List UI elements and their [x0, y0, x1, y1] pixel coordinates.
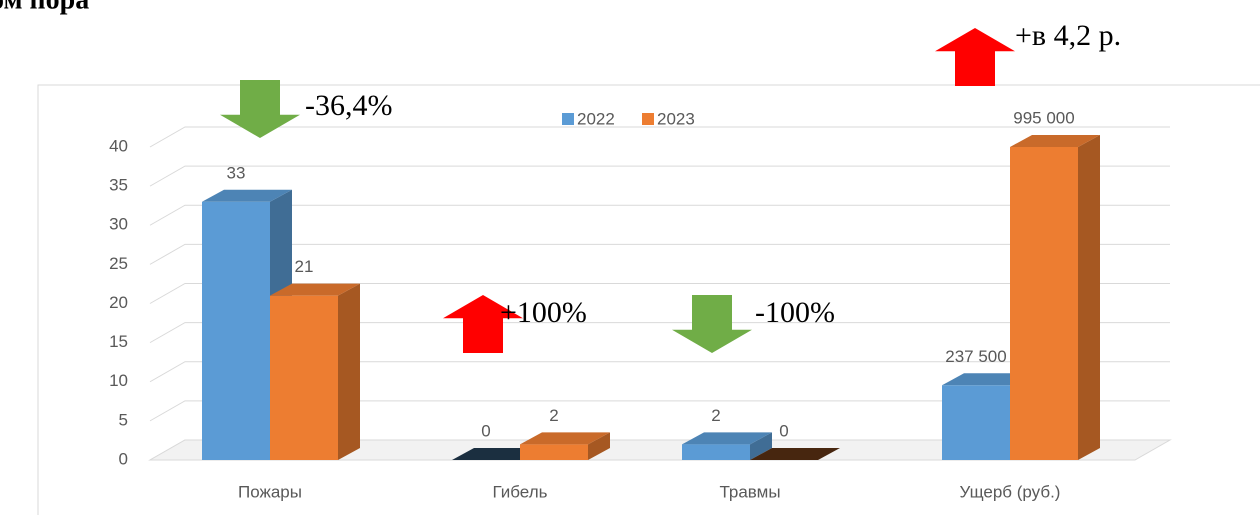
x-tick-label: Ущерб (руб.): [960, 482, 1061, 501]
grid-line: [149, 126, 1170, 148]
bar: [270, 283, 360, 460]
arrow: [443, 295, 523, 353]
arrow: [935, 28, 1015, 86]
grid-line: [149, 243, 1170, 265]
x-tick-label: Пожары: [238, 482, 302, 501]
data-label: 21: [295, 257, 314, 276]
arrow: [672, 295, 752, 353]
y-tick-label: 10: [109, 371, 128, 390]
bar-side: [338, 283, 360, 460]
data-label: 2: [549, 406, 558, 425]
data-label: 0: [481, 421, 490, 440]
bar-front: [1010, 147, 1078, 460]
annotation: +в 4,2 р.: [1015, 19, 1121, 52]
y-tick-label: 35: [109, 176, 128, 195]
grid-line: [149, 204, 1170, 226]
grid-line: [149, 165, 1170, 187]
y-tick-label: 40: [109, 136, 128, 155]
y-tick-label: 0: [119, 449, 128, 468]
arrow: [220, 80, 300, 138]
legend-swatch: [562, 113, 574, 125]
bar-top: [682, 432, 772, 445]
data-label: 237 500: [945, 347, 1006, 366]
y-tick-label: 15: [109, 332, 128, 351]
annotation: +100%: [500, 296, 587, 329]
x-tick-label: Гибель: [493, 482, 548, 501]
bar-side: [1078, 135, 1100, 460]
y-tick-label: 5: [119, 410, 128, 429]
bar-top: [452, 448, 542, 460]
bar-side: [750, 432, 772, 460]
data-label: 33: [227, 163, 246, 182]
bar-top: [202, 189, 292, 202]
heading: ом пора: [0, 0, 89, 15]
bar-top: [520, 432, 610, 445]
legend-label: 2023: [657, 109, 695, 128]
legend-label: 2022: [577, 109, 615, 128]
bar: [520, 432, 610, 460]
bar-top: [942, 373, 1032, 386]
data-label: 995 000: [1013, 108, 1074, 127]
annotation: -36,4%: [305, 89, 392, 122]
bar-front: [682, 444, 750, 460]
data-label: 2: [711, 406, 720, 425]
bar-front: [942, 385, 1010, 460]
x-tick-label: Травмы: [719, 482, 780, 501]
bar: [1010, 135, 1100, 460]
data-label: 0: [779, 421, 788, 440]
bar: [452, 448, 542, 460]
bar-top: [750, 448, 840, 460]
annotation: -100%: [755, 296, 835, 329]
bar-front: [202, 201, 270, 460]
grid-line: [149, 322, 1170, 344]
bar-top: [1010, 135, 1100, 147]
y-tick-label: 30: [109, 215, 128, 234]
grid-line: [149, 400, 1170, 422]
bar: [750, 448, 840, 460]
legend-swatch: [642, 113, 654, 125]
grid-line: [149, 361, 1170, 383]
grid-line: [149, 283, 1170, 304]
bar: [682, 432, 772, 460]
y-tick-label: 25: [109, 254, 128, 273]
bar-side: [588, 432, 610, 460]
y-tick-label: 20: [109, 293, 128, 312]
bar-front: [520, 444, 588, 460]
bar-front: [270, 295, 338, 460]
bar-top: [270, 283, 360, 296]
